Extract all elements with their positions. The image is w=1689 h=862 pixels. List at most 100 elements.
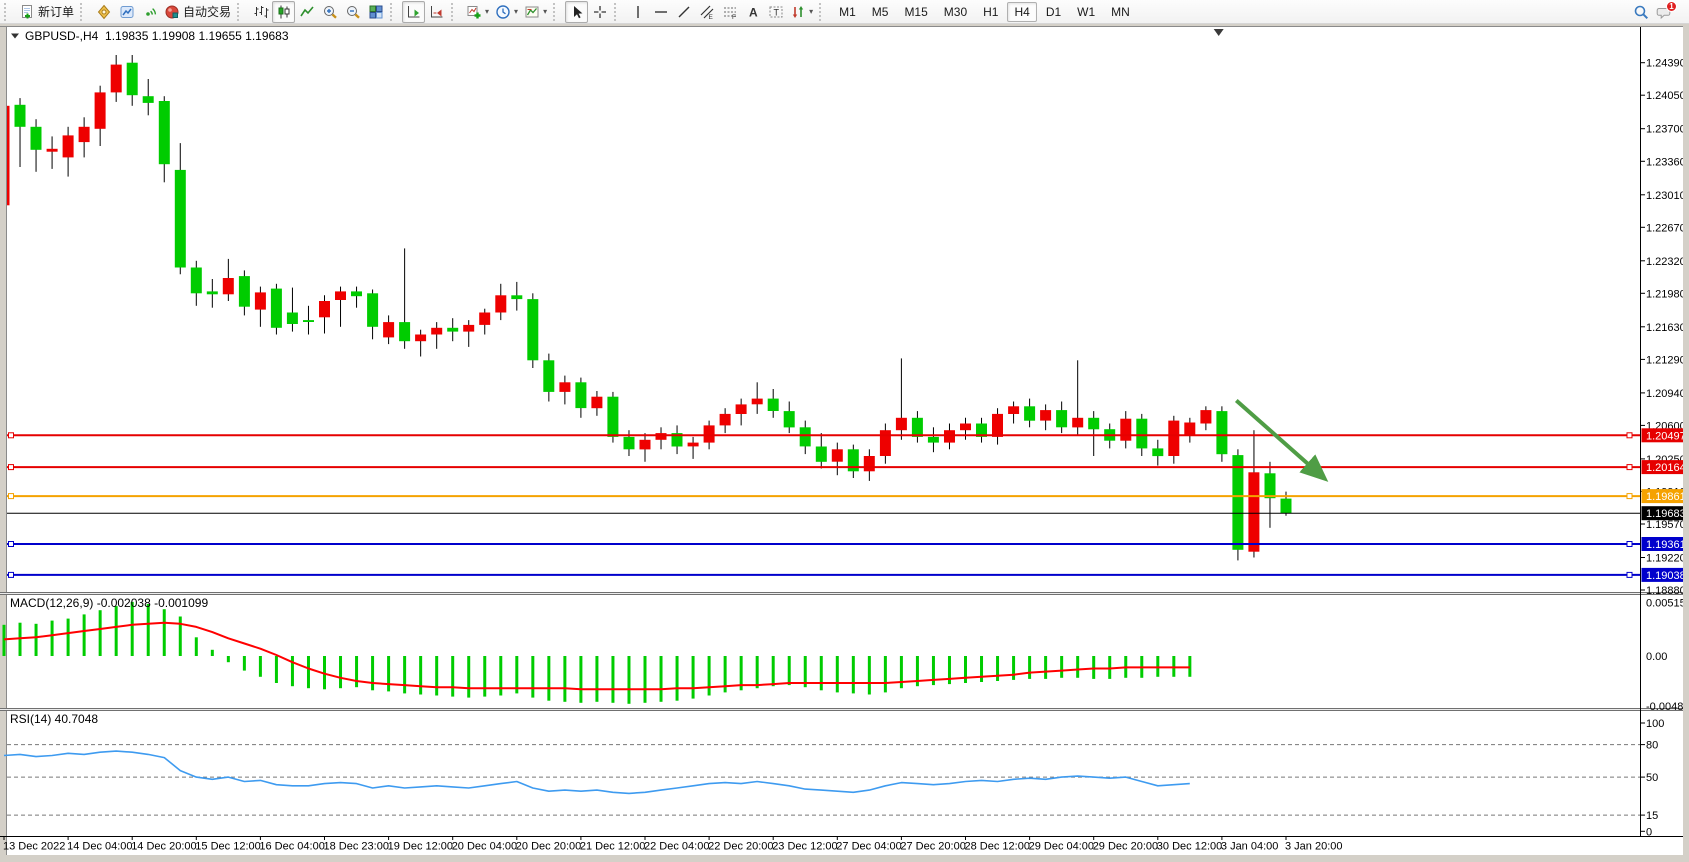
hline-object-1.19038[interactable] [7,571,1640,578]
svg-text:20 Dec 20:00: 20 Dec 20:00 [516,841,581,853]
notifications-button[interactable]: 1 [1652,0,1677,23]
auto-scroll-button[interactable] [402,0,426,23]
channel-button[interactable]: E [695,1,718,23]
line-chart-button[interactable] [295,1,318,23]
cursor-button[interactable] [565,0,589,23]
periods-button[interactable]: ▾ [492,1,521,23]
svg-text:1.19038: 1.19038 [1646,570,1686,582]
candlestick-button[interactable] [272,0,296,23]
tf-h1-button[interactable]: H1 [976,2,1005,22]
tf-m5-button[interactable]: M5 [865,2,896,22]
svg-text:18 Dec 23:00: 18 Dec 23:00 [324,841,389,853]
terminal-button[interactable] [115,1,138,23]
search-icon [1634,5,1648,19]
horizontal-line-button[interactable] [649,1,672,23]
level-price-badge: 1.19861 [1641,489,1689,504]
trendline-button[interactable] [672,1,695,23]
vertical-line-button[interactable] [626,1,649,23]
svg-text:1.20164: 1.20164 [1646,462,1686,474]
zoom-out-icon [346,5,360,19]
new-order-button-label: 新订单 [38,4,75,19]
price-axis[interactable]: 1.24390 1.24050 1.23700 1.23360 1.23010 1.226… [1640,27,1689,838]
new-order-button[interactable]: 新订单 [16,1,77,23]
autotrading-button[interactable]: 自动交易 [161,1,234,23]
tf-w1-button[interactable]: W1 [1070,2,1102,22]
indicators-button[interactable]: ▾ [463,1,492,23]
crosshair-button[interactable] [588,1,611,23]
svg-text:0.00: 0.00 [1646,651,1667,663]
tf-h1-button-label: H1 [983,4,999,19]
svg-text:100: 100 [1646,718,1664,730]
search-button[interactable] [1629,1,1652,23]
svg-text:1.20497: 1.20497 [1646,430,1686,442]
chevron-down-icon: ▾ [543,6,548,16]
level-price-badge: 1.20497 [1641,428,1689,443]
svg-text:19 Dec 12:00: 19 Dec 12:00 [388,841,453,853]
cursor-icon [573,5,582,18]
templates-button[interactable]: ▾ [521,1,550,23]
chart-shift-marker[interactable] [1213,29,1224,36]
hline-object-1.19361[interactable] [7,541,1640,547]
autotrading-icon [165,5,179,18]
tf-m1-button[interactable]: M1 [832,2,863,22]
svg-text:T: T [773,7,779,17]
svg-text:20 Dec 04:00: 20 Dec 04:00 [452,841,517,853]
tf-m30-button-label: M30 [943,4,968,19]
tf-m5-button-label: M5 [871,4,889,19]
chart-shift-button[interactable] [425,1,448,23]
level-price-badge: 1.19038 [1641,567,1689,582]
level-price-badge: 1.20164 [1641,460,1689,475]
zoom-in-button[interactable] [318,1,341,23]
rsi-panel: RSI(14) 40.7048 [3,712,1640,816]
shapes-button[interactable]: ▾ [787,1,816,23]
signals-button[interactable] [138,1,161,23]
tf-d1-button-label: D1 [1045,4,1062,19]
hline-object-1.20497[interactable] [7,432,1640,439]
metaeditor-button[interactable] [92,1,115,23]
text-label-button[interactable]: T [764,1,787,23]
svg-text:14 Dec 20:00: 14 Dec 20:00 [131,841,196,853]
svg-text:1.21630: 1.21630 [1646,322,1686,334]
svg-text:29 Dec 04:00: 29 Dec 04:00 [1029,841,1094,853]
svg-text:1.19220: 1.19220 [1646,553,1686,565]
toolbar-gripper [237,2,245,21]
tf-mn-button[interactable]: MN [1104,2,1137,22]
hline-object-1.20164[interactable] [7,464,1640,471]
trend-arrow-object[interactable] [1234,399,1329,482]
toolbar-gripper [553,2,561,21]
hline-object-1.19861[interactable] [7,493,1640,500]
tf-m15-button[interactable]: M15 [897,2,934,22]
tf-m30-button[interactable]: M30 [937,2,974,22]
metaeditor-icon [97,4,110,19]
tf-d1-button[interactable]: D1 [1039,2,1068,22]
panel-separator[interactable] [0,708,1689,711]
periods-icon [496,4,510,19]
bar-chart-button[interactable] [249,1,272,23]
level-price-badge: 1.19361 [1641,537,1689,551]
tile-windows-button[interactable] [364,1,387,23]
svg-text:1.19570: 1.19570 [1646,519,1686,531]
zoom-in-icon [323,5,337,19]
window-left-border [0,25,7,862]
autotrading-button-label: 自动交易 [183,4,232,19]
macd-panel: MACD(12,26,9) -0.002038 -0.001099 [2,596,1192,704]
panel-separator[interactable] [0,592,1689,595]
fibonacci-button[interactable]: F [718,1,741,23]
svg-text:28 Dec 12:00: 28 Dec 12:00 [965,841,1030,853]
svg-text:1.21290: 1.21290 [1646,354,1686,366]
svg-text:1.23010: 1.23010 [1646,190,1686,202]
chart-background [7,27,1683,855]
shapes-icon [792,5,804,18]
text-button[interactable]: A [741,1,764,23]
toolbar-gripper [451,2,459,21]
svg-text:0.00515: 0.00515 [1646,597,1686,609]
chart-collapse-icon[interactable] [11,33,19,39]
chart-canvas[interactable]: MACD(12,26,9) -0.002038 -0.001099 RSI(14)… [0,25,1689,862]
zoom-out-button[interactable] [341,1,364,23]
tf-h4-button[interactable]: H4 [1007,1,1037,22]
svg-text:1.19861: 1.19861 [1646,491,1686,503]
toolbar-gripper [614,2,622,21]
new-order-icon [22,4,32,18]
channel-icon: E [700,5,713,20]
